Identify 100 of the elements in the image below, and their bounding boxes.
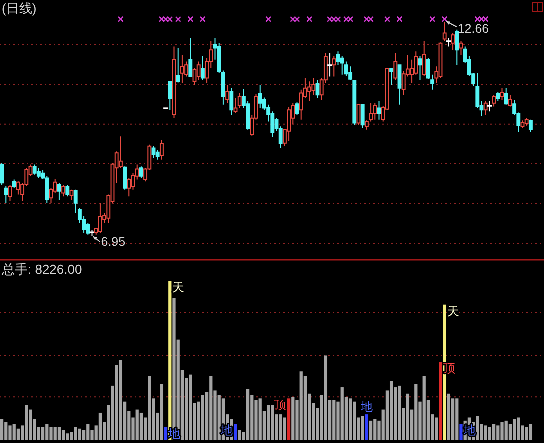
bar (74, 427, 78, 440)
candlestick (484, 100, 488, 116)
candlestick (156, 150, 160, 160)
candlestick (340, 56, 344, 76)
candlestick (377, 100, 382, 120)
bar (136, 410, 139, 440)
bar (414, 384, 418, 440)
candlestick (308, 81, 312, 102)
candlestick (328, 52, 333, 78)
candlestick (70, 189, 74, 201)
bar (292, 397, 295, 440)
bar (189, 374, 192, 440)
candlestick (520, 120, 525, 129)
candlestick (459, 40, 464, 56)
bar (210, 376, 213, 440)
candlestick (200, 56, 205, 81)
bar (488, 427, 492, 440)
bar (98, 412, 102, 440)
bar (348, 398, 352, 440)
bar (25, 405, 28, 440)
candlestick (360, 104, 365, 129)
bar (287, 398, 291, 440)
bar (258, 398, 262, 440)
candlestick (176, 48, 180, 84)
bar (374, 419, 377, 440)
bar (390, 381, 394, 440)
candlestick (487, 100, 492, 112)
bar (148, 376, 152, 440)
candlestick (492, 94, 496, 108)
candlestick (524, 118, 529, 126)
bar (58, 427, 62, 440)
bar (0, 419, 4, 440)
candlestick (287, 106, 292, 142)
bar (266, 405, 270, 440)
candlestick (332, 56, 336, 78)
bar (62, 430, 66, 440)
candlestick (528, 119, 533, 134)
candlestick (500, 88, 504, 100)
bar (279, 414, 282, 440)
candlestick (168, 81, 172, 111)
candlestick (352, 80, 357, 126)
candlestick (57, 182, 62, 201)
bar (234, 424, 238, 440)
bar (46, 424, 49, 440)
candlestick (8, 184, 12, 202)
bar (283, 418, 287, 440)
candlestick (455, 29, 460, 66)
text: 地 (360, 400, 373, 414)
candlestick (446, 38, 452, 48)
bar (492, 424, 496, 440)
chart-title: 总手: 8226.00 (1, 262, 82, 277)
bar (140, 412, 144, 440)
bar (4, 422, 8, 440)
bar (398, 386, 402, 440)
bar (447, 394, 451, 440)
bar (246, 389, 250, 440)
candlestick (226, 84, 230, 104)
candlestick (172, 46, 176, 119)
bar (456, 398, 459, 440)
bar (406, 394, 410, 440)
candlestick (66, 184, 70, 198)
candlestick (390, 68, 394, 86)
bar (271, 405, 274, 440)
bar (332, 400, 336, 440)
candlestick (123, 166, 128, 190)
bar (238, 430, 242, 440)
candlestick (127, 178, 132, 198)
candlestick (422, 40, 426, 76)
series-label: 天 (172, 280, 185, 294)
bar (353, 402, 356, 440)
bar (12, 424, 16, 440)
bar (119, 360, 123, 440)
candlestick (98, 202, 102, 234)
bar (504, 420, 508, 440)
bar (8, 426, 12, 440)
bar (484, 426, 488, 440)
candlestick (4, 186, 8, 204)
candlestick (139, 166, 144, 179)
chart-title: (日线) (2, 1, 37, 16)
bar (529, 424, 533, 440)
bar (41, 427, 45, 440)
candlestick (180, 54, 184, 84)
bar (439, 362, 442, 440)
candlestick (394, 52, 398, 81)
candlestick (418, 56, 422, 81)
bar (78, 428, 82, 440)
bar (300, 372, 303, 440)
bar (201, 395, 205, 440)
bar (365, 414, 369, 440)
bar (369, 420, 373, 440)
bar (512, 419, 516, 440)
text: 12.66 (458, 22, 490, 36)
bar (460, 424, 463, 440)
candlestick (504, 88, 508, 106)
bar (435, 418, 438, 440)
text: 天 (447, 304, 460, 318)
bar (66, 434, 70, 440)
candlestick (188, 38, 193, 78)
candlestick (373, 102, 378, 120)
bar (525, 427, 528, 440)
